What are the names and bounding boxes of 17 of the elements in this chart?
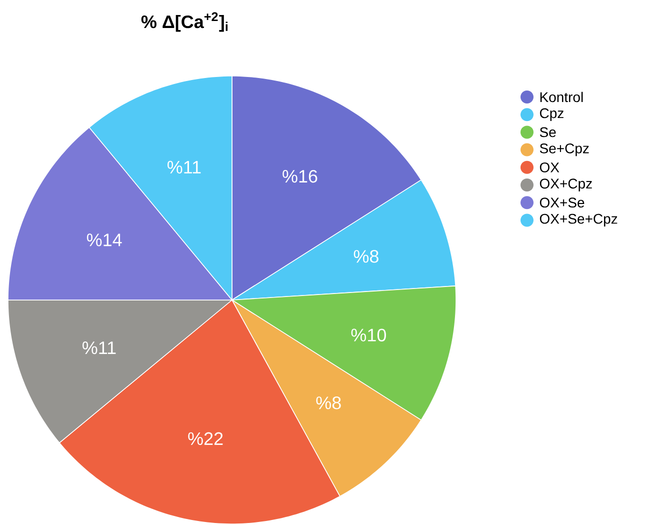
chart-title: % Δ[Ca$^{+2}$]$_{i}$ [141, 12, 228, 32]
data-label: %16 [282, 170, 318, 183]
legend-label: OX+Cpz [540, 178, 592, 192]
data-label: %22 [188, 432, 223, 445]
data-label: %8 [316, 396, 341, 410]
data-label: %11 [168, 160, 201, 174]
legend-label: Kontrol [540, 92, 583, 102]
legend-label: Se [540, 127, 556, 138]
data-label: %8 [354, 250, 378, 263]
data-label: %11 [82, 342, 116, 354]
data-label: %14 [86, 234, 122, 246]
legend-label: Se+Cpz [540, 143, 589, 156]
legend-label: OX [540, 162, 560, 172]
legend-label: OX+Se [540, 198, 584, 208]
legend-label: Cpz [540, 108, 564, 121]
data-label: %10 [351, 328, 386, 342]
legend-label: OX+Se+Cpz [540, 214, 618, 227]
